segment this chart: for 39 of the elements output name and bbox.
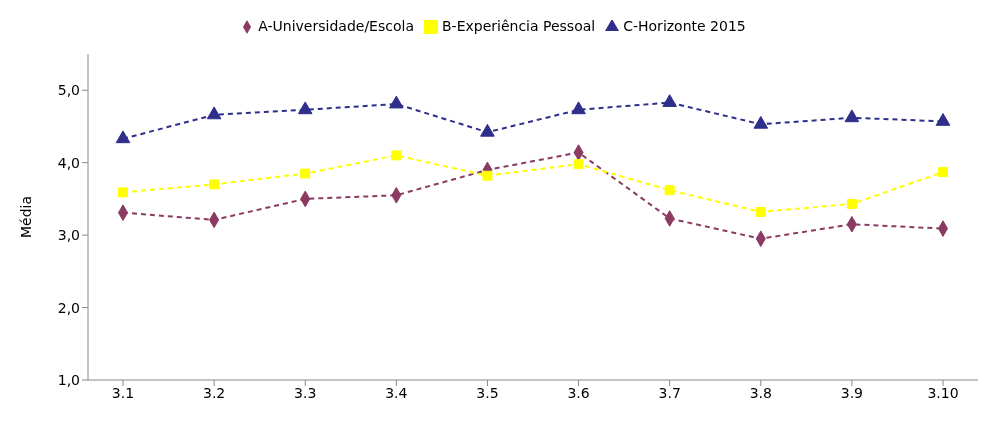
point	[573, 159, 584, 170]
y-tick-label: 4,0	[57, 154, 80, 171]
x-tick-label: 3.6	[567, 384, 590, 401]
point	[115, 130, 131, 144]
point	[935, 113, 951, 126]
y-tick-label: 5,0	[57, 82, 80, 99]
x-tick-label: 3.1	[111, 384, 135, 401]
legend-label: A-Universidade/Escola	[258, 18, 414, 34]
point	[846, 198, 857, 209]
point	[389, 95, 404, 109]
x-tick-label: 3.5	[476, 384, 499, 401]
point	[938, 167, 948, 178]
y-tick-label: 1,0	[57, 371, 80, 388]
point	[206, 106, 222, 120]
point	[297, 101, 313, 115]
point	[209, 179, 220, 190]
point	[300, 168, 311, 179]
x-tick-label: 3.4	[385, 384, 408, 401]
point	[118, 187, 128, 198]
point	[662, 94, 677, 107]
x-tick-label: 3.3	[294, 384, 317, 401]
y-tick-label: 2,0	[57, 299, 80, 316]
x-tick-label: 3.10	[927, 384, 959, 401]
point	[844, 109, 860, 123]
point	[755, 206, 766, 217]
point	[391, 150, 402, 161]
x-tick-label: 3.2	[202, 384, 226, 401]
point	[480, 123, 495, 137]
x-tick-label: 3.7	[658, 384, 681, 401]
legend-label: B-Experiência Pessoal	[441, 18, 596, 34]
point	[482, 170, 493, 181]
y-tick-label: 3,0	[57, 227, 80, 244]
y-axis-title: Média	[17, 195, 34, 239]
legend-label: C-Horizonte 2015	[623, 18, 746, 34]
point	[664, 185, 675, 196]
x-tick-label: 3.9	[840, 384, 864, 401]
x-tick-label: 3.8	[749, 384, 772, 401]
point	[753, 115, 769, 129]
point	[571, 101, 586, 115]
